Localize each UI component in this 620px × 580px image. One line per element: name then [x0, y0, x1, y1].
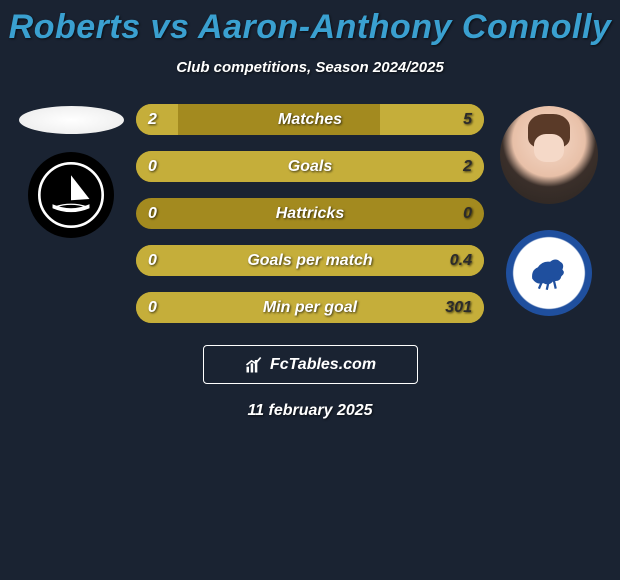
- comparison-card: Roberts vs Aaron-Anthony Connolly Club c…: [0, 0, 620, 420]
- stat-label: Hattricks: [276, 205, 344, 223]
- date-label: 11 february 2025: [0, 402, 620, 420]
- stat-bar: 0 301 Min per goal: [136, 292, 484, 323]
- main-row: 2 5 Matches 0 2 Goals 0 0 Hattricks 0 0.4 Goals per…: [0, 104, 620, 323]
- right-player-column: [494, 104, 604, 316]
- stat-value-right: 2: [463, 151, 472, 182]
- stat-value-left: 0: [148, 292, 157, 323]
- stat-label: Min per goal: [263, 299, 357, 317]
- stat-bar: 0 0 Hattricks: [136, 198, 484, 229]
- stat-bar: 2 5 Matches: [136, 104, 484, 135]
- stat-value-right: 0: [463, 198, 472, 229]
- stat-value-left: 0: [148, 198, 157, 229]
- player-avatar-left: [19, 106, 124, 134]
- brand-label: FcTables.com: [270, 356, 376, 374]
- brand-badge: FcTables.com: [203, 345, 418, 384]
- sailboat-icon: [38, 162, 104, 228]
- player-avatar-right: [500, 106, 598, 204]
- left-player-column: [16, 104, 126, 238]
- stat-value-left: 2: [148, 104, 157, 135]
- club-crest-right: [506, 230, 592, 316]
- chart-icon: [244, 355, 264, 375]
- stat-value-left: 0: [148, 151, 157, 182]
- stat-value-right: 5: [463, 104, 472, 135]
- stat-bars: 2 5 Matches 0 2 Goals 0 0 Hattricks 0 0.4 Goals per…: [136, 104, 484, 323]
- stat-bar: 0 0.4 Goals per match: [136, 245, 484, 276]
- page-title: Roberts vs Aaron-Anthony Connolly: [0, 8, 620, 47]
- stat-label: Goals per match: [247, 252, 372, 270]
- subtitle: Club competitions, Season 2024/2025: [0, 59, 620, 76]
- stat-value-left: 0: [148, 245, 157, 276]
- stat-value-right: 0.4: [450, 245, 472, 276]
- stat-value-right: 301: [445, 292, 472, 323]
- club-crest-left: [28, 152, 114, 238]
- stat-label: Matches: [278, 111, 342, 129]
- stat-label: Goals: [288, 158, 332, 176]
- stat-bar: 0 2 Goals: [136, 151, 484, 182]
- lion-icon: [521, 245, 577, 301]
